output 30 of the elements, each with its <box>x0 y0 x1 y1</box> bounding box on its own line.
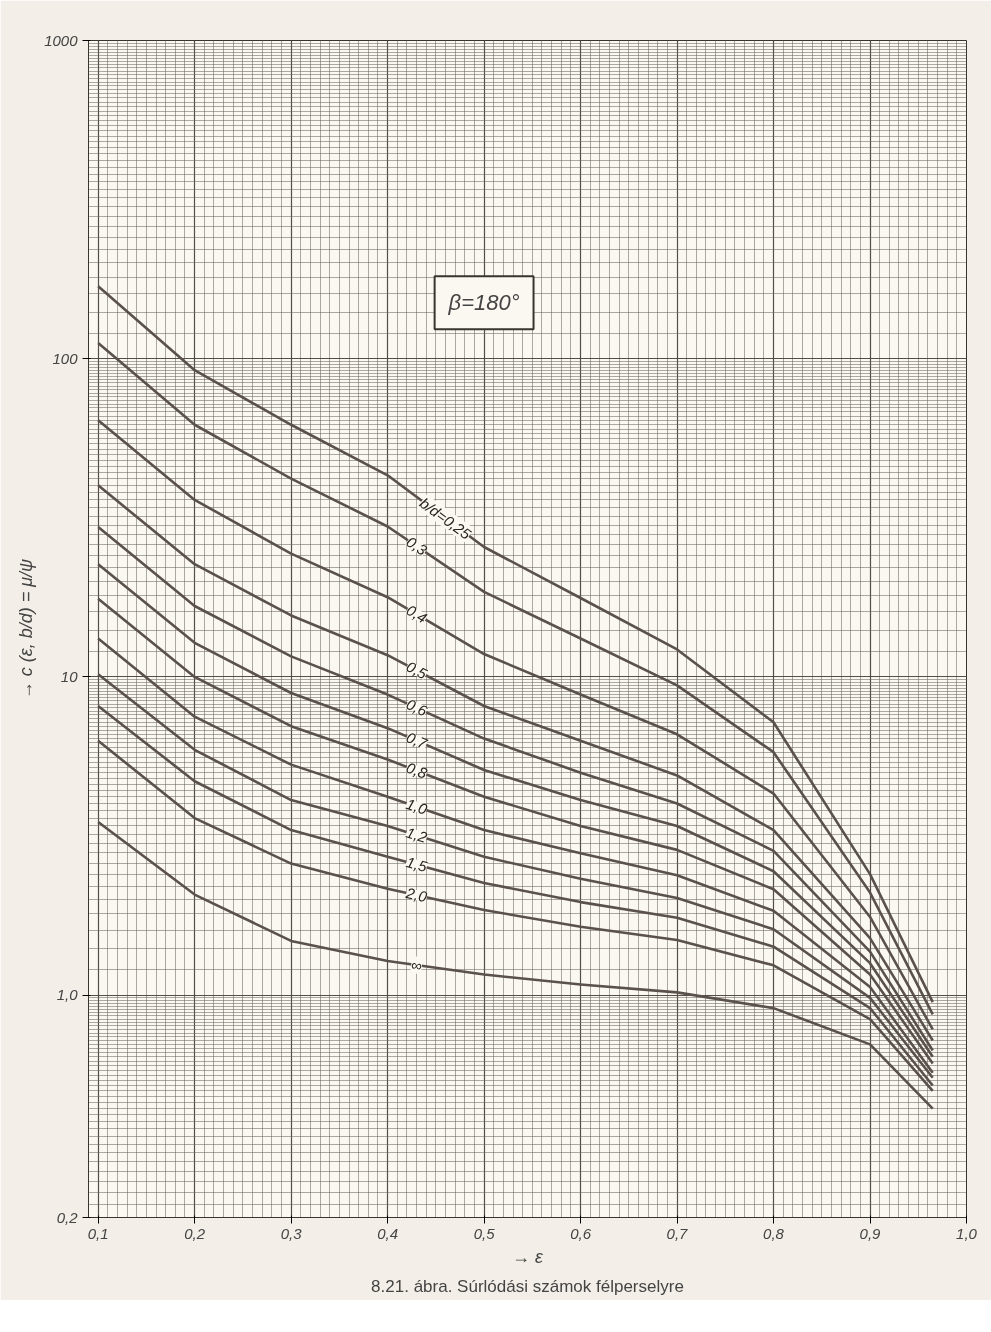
text: 0,7 <box>403 728 431 753</box>
text: 1,2 <box>404 823 430 847</box>
text: 0,4 <box>403 601 431 627</box>
text: 0,6 <box>403 695 431 720</box>
y-tick-label: 100 <box>52 349 79 367</box>
annotation: β=180° <box>447 290 520 316</box>
x-tick-label: 0,9 <box>859 1224 882 1242</box>
text: ∞ <box>410 955 424 975</box>
x-tick-label: 0,8 <box>763 1224 785 1242</box>
y-tick-label: 1,0 <box>56 986 79 1004</box>
x-tick-label: 0,5 <box>473 1224 496 1242</box>
line-series <box>96 820 935 1110</box>
text: 0,8 <box>403 758 431 783</box>
text: 8.21. ábra. Súrlódási számok félperselyre <box>371 1276 684 1296</box>
text: 0,5 <box>403 657 431 683</box>
text: 1,0 <box>404 794 430 818</box>
y-tick-label: 0,2 <box>56 1208 79 1226</box>
x-tick-label: 0,6 <box>570 1224 592 1242</box>
y-tick-label: 1000 <box>44 31 79 49</box>
x-axis-title: → ε <box>512 1246 545 1267</box>
x-tick-label: 0,2 <box>184 1224 206 1242</box>
x-tick-label: 1,0 <box>956 1224 978 1242</box>
text: 1,5 <box>404 853 430 876</box>
x-tick-label: 0,1 <box>87 1224 109 1242</box>
text: 2,0 <box>403 883 430 906</box>
x-tick-label: 0,7 <box>666 1224 689 1242</box>
y-axis-title: → c (ε, b/d) = μ/ψ <box>16 558 37 700</box>
x-tick-label: 0,3 <box>280 1224 303 1242</box>
x-tick-label: 0,4 <box>377 1224 399 1242</box>
y-tick-label: 10 <box>60 667 79 685</box>
